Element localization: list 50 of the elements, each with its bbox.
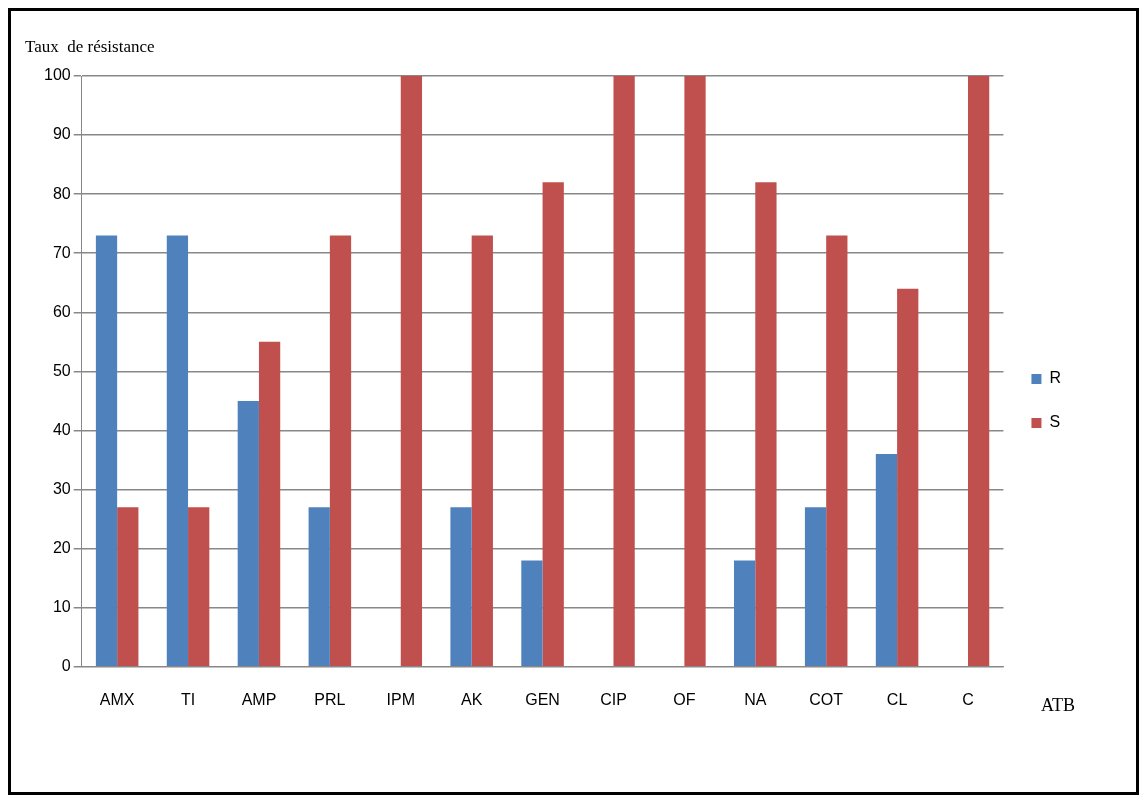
y-tick-label: 90 [52,125,71,143]
x-tick-label: C [962,690,974,708]
x-tick-label: COT [809,690,844,708]
x-tick-label: AK [460,690,483,708]
bar [258,341,281,667]
bar [734,560,756,667]
x-tick-label: OF [673,690,696,708]
bar [166,235,189,667]
bar [188,507,210,667]
bar [308,507,330,667]
bar [95,235,118,667]
bar [684,76,706,667]
legend-label: R [1049,369,1062,387]
x-tick-label: NA [744,690,767,708]
x-tick-label: GEN [525,690,560,708]
y-tick-label: 20 [52,539,71,557]
bar [400,76,423,667]
bar [237,400,259,667]
x-tick-label: TI [180,690,196,708]
bar [450,507,472,667]
y-tick-label: 60 [52,302,71,320]
bar [826,235,848,667]
y-tick-label: 0 [61,657,71,675]
bar [521,560,543,667]
x-axis-title: ATB [1041,695,1076,716]
x-tick-label: PRL [314,690,346,708]
bar [542,182,564,667]
bar [875,454,898,667]
y-tick-label: 100 [43,66,71,84]
legend-label: S [1049,413,1061,431]
y-tick-label: 80 [52,184,71,202]
y-tick-label: 30 [52,479,71,497]
y-tick-label: 50 [52,361,71,379]
bar [117,507,139,667]
y-axis-title: Taux de résistance [25,37,155,57]
x-tick-label: AMX [99,690,135,708]
bar [967,76,990,667]
bar [804,507,827,667]
y-tick-label: 10 [52,598,71,616]
y-tick-label: 40 [52,420,71,438]
x-tick-label: CL [886,690,908,708]
x-tick-label: AMP [241,690,277,708]
x-tick-label: CIP [600,690,627,708]
bar [613,76,635,667]
x-tick-label: IPM [386,690,415,708]
bar [755,182,777,667]
bar [897,288,919,667]
bar [471,235,493,667]
bar [329,235,352,667]
y-tick-label: 70 [52,243,71,261]
